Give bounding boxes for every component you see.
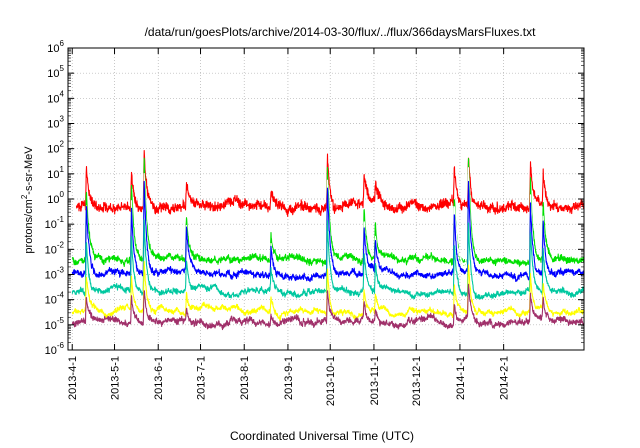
y-tick-label: 105 [47,64,64,80]
y-axis: 10610510410310210110010-110-210-310-410-… [45,39,584,357]
y-tick-label: 10-6 [45,341,65,357]
y-tick-label-exp: -6 [57,341,65,350]
x-axis-label: Coordinated Universal Time (UTC) [230,429,414,443]
y-tick-label-exp: 2 [60,140,65,149]
y-tick-label: 10-3 [45,266,65,282]
y-tick-label-exp: 4 [60,89,65,98]
x-tick-label: 2013-11-1 [369,356,381,405]
series-line-3 [71,180,585,283]
x-axis: 2013-4-1 2013-5-1 2013-6-1 2013-7-1 2013-8-1… [67,48,511,406]
y-tick-label-base: 10 [47,169,59,181]
x-tick-label: 2013-6-1 [153,356,165,400]
y-tick-label-base: 10 [47,144,59,156]
x-tick-label: 2013-5-1 [110,356,122,400]
y-tick-label-exp: 6 [60,39,65,48]
x-tick-label: 2013-4-1 [67,356,79,400]
y-axis-label-rest: -s-sr-MeV [23,146,35,195]
y-tick-label-base: 10 [45,219,57,231]
y-axis-label-sup: 2 [20,194,29,199]
y-tick-label-base: 10 [45,244,57,256]
series-line-0 [75,149,585,218]
y-tick-label-base: 10 [47,43,59,55]
x-tick-label: 2014-2-1 [499,356,511,400]
y-tick-label-exp: 0 [60,190,65,199]
x-tick-label: 2013-9-1 [283,356,295,400]
y-tick-label: 10-4 [45,291,65,307]
y-tick-label-base: 10 [45,320,57,332]
x-tick-label: 2013-12-1 [411,356,423,406]
y-tick-label-base: 10 [47,119,59,131]
y-tick-label-exp: 5 [60,64,65,73]
series-line-4 [71,219,585,300]
y-tick-label: 104 [47,89,64,105]
y-tick-label: 106 [47,39,64,55]
series-line-6 [71,283,585,331]
y-tick-label-base: 10 [45,345,57,357]
series-layer [71,149,585,331]
y-tick-label-exp: -2 [57,240,65,249]
x-tick-label: 2013-8-1 [239,356,251,400]
y-tick-label: 103 [47,115,64,131]
series-line-5 [71,260,585,322]
y-tick-label-base: 10 [47,194,59,206]
y-tick-label: 102 [47,140,64,156]
y-tick-label-base: 10 [47,68,59,80]
y-tick-label-base: 10 [45,270,57,282]
y-tick-label-base: 10 [47,93,59,105]
y-tick-label-exp: -4 [57,291,65,300]
y-axis-label-base: protons/cm [23,199,35,253]
x-tick-label: 2013-10-1 [325,356,337,406]
y-tick-label: 101 [47,165,64,181]
y-tick-label-exp: -3 [57,266,65,275]
y-tick-label: 100 [47,190,64,206]
y-tick-label-exp: 3 [60,115,65,124]
y-tick-label-exp: 1 [60,165,65,174]
y-tick-label: 10-2 [45,240,65,256]
y-axis-label: protons/cm2-s-sr-MeV [20,146,35,254]
x-tick-label: 2013-7-1 [196,356,208,400]
y-tick-label-base: 10 [45,295,57,307]
y-tick-label-exp: -5 [57,316,65,325]
x-tick-label: 2014-1-1 [455,356,467,400]
y-tick-label: 10-5 [45,316,65,332]
chart-title: /data/run/goesPlots/archive/2014-03-30/f… [145,25,537,39]
y-tick-label: 10-1 [45,215,65,231]
y-tick-label-exp: -1 [57,215,65,224]
